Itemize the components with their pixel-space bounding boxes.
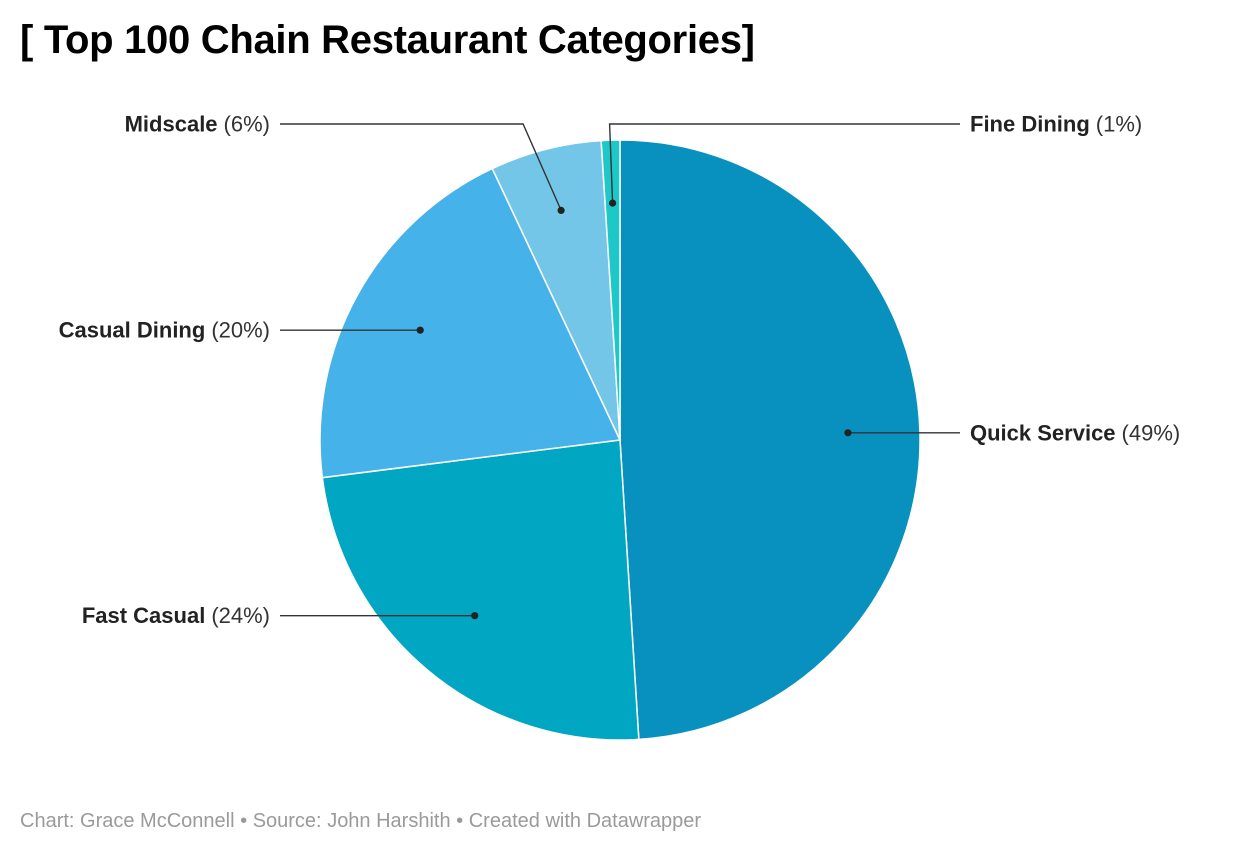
slice-label-name: Fast Casual [82, 603, 206, 628]
slice-label-casual-dining: Casual Dining (20%) [59, 318, 270, 343]
pie-slice-casual-dining [319, 167, 622, 479]
leader-dot-casual-dining [416, 326, 424, 334]
credit-label: Chart: [20, 810, 75, 832]
credit-name: Grace McConnell [80, 810, 235, 832]
slice-label-name: Fine Dining [970, 112, 1090, 137]
slice-label-name: Midscale [125, 112, 218, 137]
source-label: Source: [252, 810, 322, 832]
pie-slices [319, 139, 921, 741]
source-name: John Harshith [327, 810, 451, 832]
slice-label-fine-dining: Fine Dining (1%) [970, 112, 1142, 137]
pie-chart: Quick Service (49%) Fast Casual (24%) Casual… [59, 112, 1181, 741]
slice-label-value: (24%) [211, 603, 270, 628]
footer-separator: • [240, 810, 248, 832]
pie-slice-fast-casual [321, 439, 640, 741]
leader-line-fine-dining [608, 123, 960, 204]
chart-footer: Chart: Grace McConnell • Source: John Ha… [20, 810, 701, 833]
footer-separator: • [456, 810, 464, 832]
leader-dot-fine-dining [609, 199, 617, 207]
leader-dot-fast-casual [471, 612, 479, 620]
created-with: Created with Datawrapper [468, 810, 702, 832]
slice-label-value: (20%) [211, 318, 270, 343]
pie-slice-quick-service [619, 139, 921, 741]
slice-label-quick-service: Quick Service (49%) [970, 420, 1180, 445]
slice-label-value: (1%) [1096, 112, 1142, 137]
label-leaders [280, 123, 960, 620]
slice-label-value: (6%) [224, 112, 270, 137]
slice-label-fast-casual: Fast Casual (24%) [82, 603, 270, 628]
slice-label-value: (49%) [1122, 420, 1181, 445]
leader-dot-midscale [557, 206, 565, 214]
slice-label-name: Casual Dining [59, 318, 206, 343]
slice-label-name: Quick Service [970, 420, 1116, 445]
slice-labels: Quick Service (49%) Fast Casual (24%) Casual… [59, 112, 1181, 629]
leader-dot-quick-service [844, 429, 852, 437]
slice-label-midscale: Midscale (6%) [125, 112, 270, 137]
chart-title: [ Top 100 Chain Restaurant Categories] [20, 18, 755, 62]
leader-line-midscale [280, 123, 562, 211]
